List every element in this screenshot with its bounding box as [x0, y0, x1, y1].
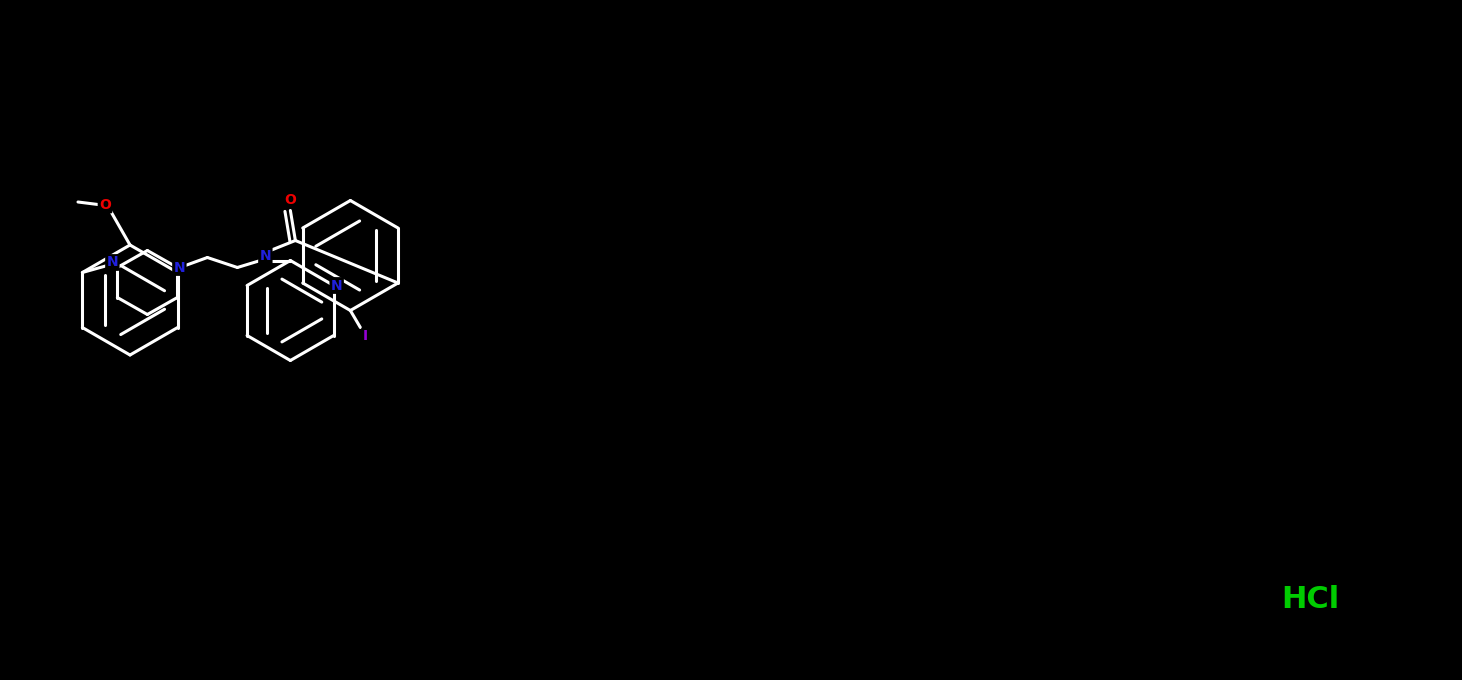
Text: HCl: HCl [1281, 585, 1339, 615]
Text: N: N [107, 256, 118, 269]
Text: O: O [99, 198, 111, 212]
Text: N: N [174, 260, 186, 275]
Text: O: O [285, 194, 297, 207]
Text: N: N [260, 248, 270, 262]
Text: N: N [330, 279, 342, 292]
Text: I: I [363, 328, 368, 343]
